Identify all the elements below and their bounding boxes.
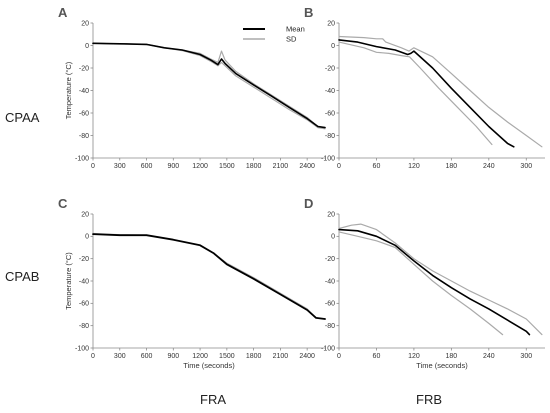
y-tick-label: -60 xyxy=(79,301,89,308)
series-line-mean xyxy=(338,228,531,336)
y-tick-label: -100 xyxy=(321,155,335,162)
x-tick-label: 300 xyxy=(114,353,126,360)
y-tick-label: -20 xyxy=(79,65,89,72)
y-tick-label: -20 xyxy=(325,256,335,263)
x-tick-label: 1800 xyxy=(246,163,262,170)
series-line-sd xyxy=(92,232,326,320)
y-tick-label: 0 xyxy=(331,43,335,50)
y-tick-label: -80 xyxy=(325,133,335,140)
series-line-sd xyxy=(92,42,326,129)
y-tick-label: 0 xyxy=(85,234,89,241)
x-tick-label: 600 xyxy=(141,353,153,360)
series-line-sd xyxy=(92,42,326,130)
panel-letter: D xyxy=(304,196,313,211)
x-tick-label: 0 xyxy=(91,163,95,170)
y-tick-label: -80 xyxy=(325,323,335,330)
y-tick-label: -80 xyxy=(79,133,89,140)
x-tick-label: 2100 xyxy=(273,353,289,360)
y-axis-title: Temperature (°C) xyxy=(64,61,73,119)
y-tick-label: 20 xyxy=(327,20,335,27)
series-line-sd xyxy=(338,223,543,336)
x-tick-label: 240 xyxy=(483,353,495,360)
legend-label-sd: SD xyxy=(286,35,297,44)
y-tick-label: -100 xyxy=(75,345,89,352)
x-tick-label: 600 xyxy=(141,163,153,170)
x-tick-label: 60 xyxy=(373,353,381,360)
y-tick-label: -60 xyxy=(79,110,89,117)
y-tick-label: 20 xyxy=(327,211,335,218)
row-label-cpaa: CPAA xyxy=(5,110,40,125)
y-tick-label: -40 xyxy=(79,88,89,95)
series-line-mean xyxy=(92,233,326,320)
x-tick-label: 180 xyxy=(446,163,458,170)
y-tick-label: 20 xyxy=(81,211,89,218)
x-tick-label: 60 xyxy=(373,163,381,170)
x-tick-label: 1800 xyxy=(246,353,262,360)
x-tick-label: 1200 xyxy=(192,353,208,360)
series-line-sd xyxy=(338,35,543,148)
y-tick-label: -40 xyxy=(325,88,335,95)
y-axis-title: Temperature (°C) xyxy=(64,252,73,310)
x-tick-label: 120 xyxy=(408,353,420,360)
x-tick-label: 0 xyxy=(337,353,341,360)
y-tick-label: -40 xyxy=(325,278,335,285)
row-label-cpab: CPAB xyxy=(5,269,40,284)
x-tick-label: 180 xyxy=(446,353,458,360)
y-tick-label: 0 xyxy=(331,234,335,241)
series-line-mean xyxy=(92,42,326,129)
y-tick-label: -100 xyxy=(75,155,89,162)
x-tick-label: 1500 xyxy=(219,163,235,170)
x-axis-title: Time (seconds) xyxy=(416,361,468,370)
y-tick-label: -60 xyxy=(325,301,335,308)
x-tick-label: 1200 xyxy=(192,163,208,170)
y-tick-label: -100 xyxy=(321,345,335,352)
x-tick-label: 2100 xyxy=(273,163,289,170)
x-tick-label: 2400 xyxy=(299,163,315,170)
series-line-sd xyxy=(338,231,504,336)
y-tick-label: -60 xyxy=(325,110,335,117)
panel-letter: C xyxy=(58,196,68,211)
y-tick-label: -20 xyxy=(79,256,89,263)
x-tick-label: 2400 xyxy=(299,353,315,360)
x-tick-label: 0 xyxy=(91,353,95,360)
x-tick-label: 300 xyxy=(520,163,532,170)
col-label-frb: FRB xyxy=(416,392,442,407)
series-line-mean xyxy=(338,39,515,148)
legend-label-mean: Mean xyxy=(286,25,305,34)
y-tick-label: 0 xyxy=(85,43,89,50)
x-tick-label: 240 xyxy=(483,163,495,170)
x-tick-label: 900 xyxy=(167,163,179,170)
panel-letter: A xyxy=(58,5,68,20)
x-tick-label: 120 xyxy=(408,163,420,170)
panel-letter: B xyxy=(304,5,313,20)
x-tick-label: 900 xyxy=(167,353,179,360)
y-tick-label: -80 xyxy=(79,323,89,330)
x-tick-label: 0 xyxy=(337,163,341,170)
x-tick-label: 1500 xyxy=(219,353,235,360)
y-tick-label: 20 xyxy=(81,20,89,27)
x-tick-label: 300 xyxy=(520,353,532,360)
col-label-fra: FRA xyxy=(200,392,226,407)
x-axis-title: Time (seconds) xyxy=(183,361,235,370)
y-tick-label: -40 xyxy=(79,278,89,285)
y-tick-label: -20 xyxy=(325,65,335,72)
x-tick-label: 300 xyxy=(114,163,126,170)
series-line-sd xyxy=(338,41,493,146)
